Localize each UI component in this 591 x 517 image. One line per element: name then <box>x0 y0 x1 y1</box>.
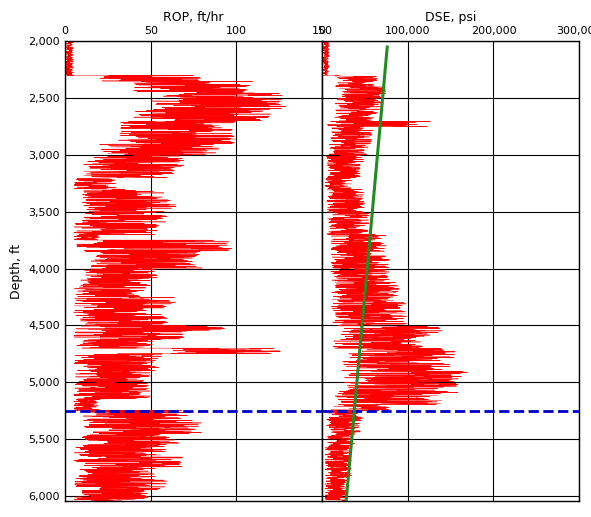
X-axis label: ROP, ft/hr: ROP, ft/hr <box>163 11 224 24</box>
Y-axis label: Depth, ft: Depth, ft <box>10 244 23 299</box>
X-axis label: DSE, psi: DSE, psi <box>425 11 476 24</box>
